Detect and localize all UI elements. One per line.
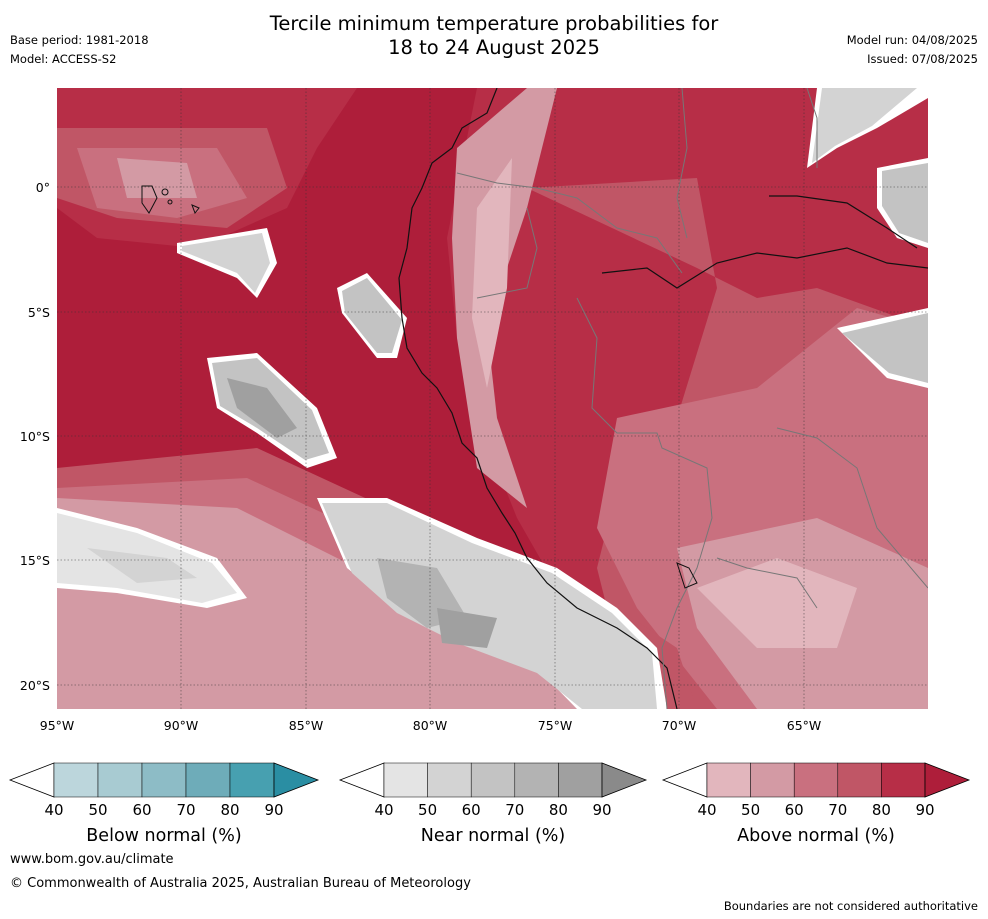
colorbar-below-tick: 60 [132, 801, 152, 819]
meta-left: Base period: 1981-2018 Model: ACCESS-S2 [10, 31, 149, 69]
colorbar-above-swatch [750, 762, 795, 798]
colorbar-above-swatch [793, 762, 839, 798]
colorbar-below-tick: 90 [264, 801, 284, 819]
colorbar-above-tick: 50 [741, 801, 761, 819]
colorbar-below [8, 762, 320, 798]
colorbar-below-swatch [97, 762, 143, 798]
footer-disclaimer: Boundaries are not considered authoritat… [723, 899, 978, 913]
colorbar-below-tick: 80 [220, 801, 240, 819]
colorbar-near-swatch [470, 762, 516, 798]
colorbar-below-high-extension [273, 762, 320, 798]
map-canvas [57, 88, 928, 709]
colorbar-above-high-extension [924, 762, 971, 798]
footer-url[interactable]: www.bom.gov.au/climate [10, 852, 174, 867]
colorbar-below-title: Below normal (%) [86, 826, 242, 846]
colorbar-near-tick: 50 [418, 801, 438, 819]
colorbar-near-tick: 70 [505, 801, 525, 819]
colorbar-above-tick: 80 [871, 801, 891, 819]
colorbar-above-low-extension [661, 762, 708, 798]
colorbar-below-swatch [229, 762, 275, 798]
colorbar-near [338, 762, 648, 798]
lon-label: 85°W [288, 718, 324, 733]
colorbar-below-tick: 40 [44, 801, 64, 819]
colorbar-below-swatch [141, 762, 187, 798]
probability-map[interactable] [57, 88, 928, 709]
lat-label: 5°S [27, 305, 50, 320]
lat-label: 15°S [19, 553, 50, 568]
model-name: Model: ACCESS-S2 [10, 52, 117, 66]
lat-label: 0° [35, 180, 50, 195]
colorbar-near-tick: 60 [461, 801, 481, 819]
title-line-1: Tercile minimum temperature probabilitie… [269, 12, 719, 35]
colorbar-above-tick: 70 [828, 801, 848, 819]
colorbar-above-swatch [837, 762, 882, 798]
colorbar-near-tick: 40 [374, 801, 394, 819]
colorbar-below-tick: 70 [176, 801, 196, 819]
colorbar-near-title: Near normal (%) [420, 826, 566, 846]
lat-label: 20°S [19, 678, 50, 693]
lon-label: 75°W [537, 718, 573, 733]
map-title: Tercile minimum temperature probabilitie… [0, 12, 988, 60]
colorbar-above-tick: 90 [915, 801, 935, 819]
colorbar-above-swatch [881, 762, 926, 798]
colorbar-below-swatch [185, 762, 231, 798]
lon-label: 70°W [661, 718, 697, 733]
lon-label: 90°W [163, 718, 199, 733]
colorbar-above [661, 762, 971, 798]
colorbar-legend [8, 762, 971, 798]
lon-label: 95°W [39, 718, 75, 733]
meta-right: Model run: 04/08/2025 Issued: 07/08/2025 [847, 31, 978, 69]
title-line-2: 18 to 24 August 2025 [388, 36, 600, 59]
footer-copyright: © Commonwealth of Australia 2025, Austra… [10, 876, 471, 891]
base-period: Base period: 1981-2018 [10, 33, 149, 47]
colorbar-below-swatch [53, 762, 99, 798]
issued-date: Issued: 07/08/2025 [867, 52, 978, 66]
colorbar-above-swatch [706, 762, 751, 798]
colorbar-near-swatch [514, 762, 559, 798]
colorbar-above-title: Above normal (%) [737, 826, 895, 846]
colorbar-near-swatch [427, 762, 472, 798]
colorbar-near-tick: 90 [592, 801, 612, 819]
colorbar-near-low-extension [338, 762, 385, 798]
colorbar-near-high-extension [601, 762, 648, 798]
colorbar-above-tick: 60 [784, 801, 804, 819]
lon-label: 80°W [412, 718, 448, 733]
colorbar-above-tick: 40 [697, 801, 717, 819]
lat-label: 10°S [19, 429, 50, 444]
model-run: Model run: 04/08/2025 [846, 33, 978, 47]
colorbar-near-tick: 80 [548, 801, 568, 819]
colorbar-below-tick: 50 [88, 801, 108, 819]
colorbar-below-low-extension [8, 762, 55, 798]
colorbar-near-swatch [558, 762, 603, 798]
colorbar-near-swatch [383, 762, 428, 798]
lon-label: 65°W [786, 718, 822, 733]
